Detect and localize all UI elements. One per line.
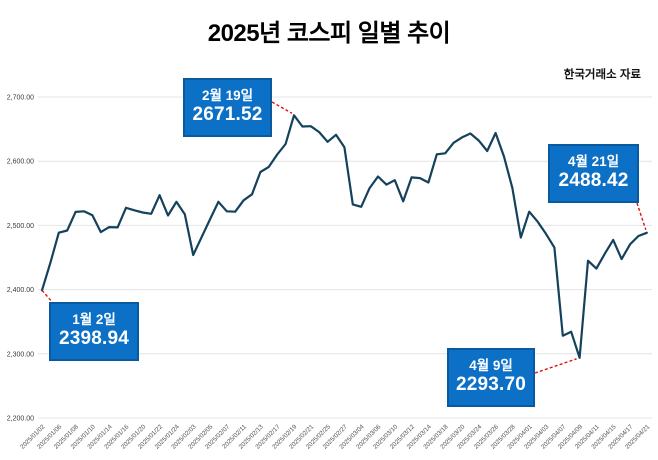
callout-dashed-line bbox=[534, 358, 577, 374]
annotation-date: 4월 21일 bbox=[567, 154, 620, 169]
annotation-value: 2488.42 bbox=[558, 170, 629, 192]
callout-dashed-line bbox=[271, 101, 293, 114]
y-axis-tick-label: 2,200.00 bbox=[7, 416, 34, 423]
chart-title: 2025년 코스피 일별 추이 bbox=[207, 20, 451, 47]
callout-dashed-line bbox=[636, 202, 647, 231]
annotation-date: 2월 19일 bbox=[201, 88, 254, 103]
callout-dashed-line bbox=[41, 289, 54, 304]
data-source-label: 한국거래소 자료 bbox=[563, 69, 641, 81]
annotation-date: 4월 9일 bbox=[469, 358, 513, 373]
y-axis-tick-label: 2,400.00 bbox=[7, 287, 34, 294]
annotation-value: 2398.94 bbox=[58, 328, 130, 350]
annotation-apr-21: 4월 21일 2488.42 bbox=[548, 144, 639, 203]
annotation-date: 1월 2일 bbox=[72, 312, 116, 327]
annotation-feb-19: 2월 19일 2671.52 bbox=[183, 78, 272, 137]
kospi-price-line bbox=[40, 114, 648, 359]
y-axis-tick-label: 2,300.00 bbox=[7, 351, 34, 358]
annotation-apr-9: 4월 9일 2293.70 bbox=[447, 348, 535, 407]
y-axis-tick-label: 2,600.00 bbox=[7, 159, 34, 166]
annotation-value: 2293.70 bbox=[455, 374, 527, 396]
annotation-value: 2671.52 bbox=[192, 104, 263, 126]
y-axis-tick-label: 2,500.00 bbox=[7, 223, 34, 230]
y-axis-tick-label: 2,700.00 bbox=[7, 95, 34, 102]
annotation-jan-2: 1월 2일 2398.94 bbox=[49, 302, 139, 361]
